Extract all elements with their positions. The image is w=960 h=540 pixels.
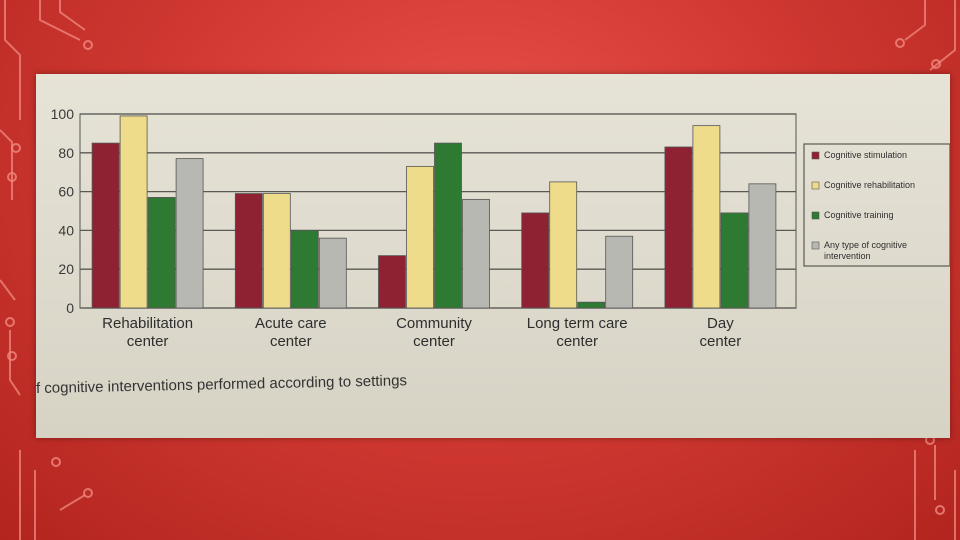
bar-acute-care-center-1 (234, 193, 263, 309)
chart-photo: 0 20 40 60 80 100 Rehabilitation center Acute ca… (36, 74, 950, 438)
bar-day-center-1 (664, 146, 693, 309)
bar-community-center-1 (378, 255, 406, 309)
x-tick-label: Long term care center (527, 315, 628, 350)
legend-swatch (811, 211, 820, 220)
bar-long-term-care-center-4 (605, 235, 634, 309)
bar-day-center-4 (748, 183, 777, 309)
legend-swatch (811, 181, 820, 190)
bar-community-center-4 (462, 198, 490, 309)
legend-label: Any type of cognitive intervention (824, 240, 907, 261)
y-tick-label: 40 (58, 222, 74, 238)
y-tick-label: 100 (51, 106, 75, 122)
bar-acute-care-center-4 (318, 237, 347, 309)
y-tick-label: 20 (58, 261, 74, 277)
bar-community-center-3 (434, 142, 462, 309)
bar-day-center-2 (692, 125, 721, 309)
legend-swatch (811, 151, 820, 160)
bar-rehabilitation-center-3 (147, 197, 176, 309)
bar-rehabilitation-center-2 (119, 115, 148, 309)
legend-box (803, 143, 950, 267)
bar-rehabilitation-center-4 (175, 158, 204, 309)
bar-chart: 0 20 40 60 80 100 Rehabilitation center Acute ca… (51, 106, 950, 350)
bar-acute-care-center-2 (262, 193, 291, 309)
legend-label: Cognitive rehabilitation (824, 180, 915, 190)
bar-acute-care-center-3 (290, 229, 319, 309)
x-tick-label: Day center (700, 315, 742, 350)
y-tick-label: 60 (58, 184, 74, 200)
y-tick-label: 0 (66, 300, 74, 316)
bar-long-term-care-center-2 (549, 181, 578, 309)
bar-long-term-care-center-3 (577, 301, 606, 309)
x-tick-label: Community center (396, 315, 472, 350)
legend-label: Cognitive stimulation (824, 150, 907, 160)
legend-label: Cognitive training (824, 210, 894, 220)
x-tick-label: Rehabilitation center (102, 315, 193, 350)
x-tick-label: Acute care center (255, 315, 327, 350)
bar-community-center-2 (406, 165, 434, 309)
bar-long-term-care-center-1 (521, 212, 550, 309)
y-tick-label: 80 (58, 145, 74, 161)
bar-rehabilitation-center-1 (91, 142, 120, 309)
legend-swatch (811, 241, 820, 250)
bar-day-center-3 (720, 212, 749, 309)
